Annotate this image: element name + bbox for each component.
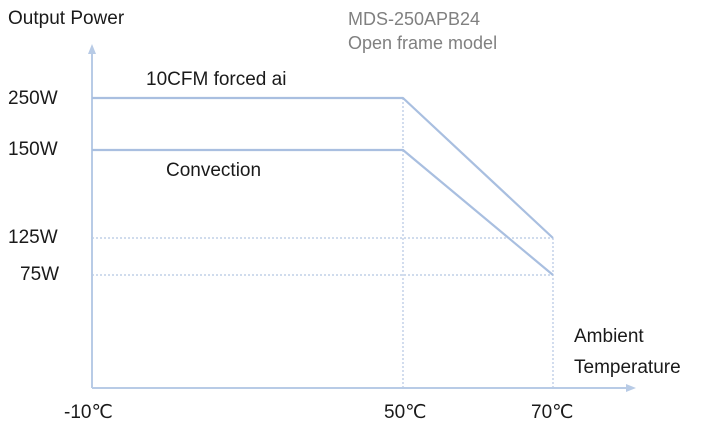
x-tick-label-50c: 50℃	[384, 402, 427, 423]
y-tick-label-150w: 150W	[8, 139, 58, 160]
series-label-convection: Convection	[166, 160, 262, 181]
y-tick-label-125w: 125W	[8, 227, 58, 248]
y-axis-arrow	[88, 44, 96, 54]
y-tick-label-75w: 75W	[20, 264, 60, 285]
y-axis-title: Output Power	[8, 8, 125, 29]
x-axis-arrow	[626, 384, 636, 392]
series-label-forced-air: 10CFM forced ai	[146, 69, 287, 90]
x-axis-title-line2: Temperature	[574, 357, 681, 378]
x-tick-label-70c: 70℃	[531, 402, 574, 423]
axes	[88, 44, 636, 392]
model-description: Open frame model	[348, 33, 498, 53]
grid-lines	[92, 98, 554, 388]
y-tick-label-250w: 250W	[8, 88, 58, 109]
x-tick-label-minus10c: -10℃	[64, 402, 113, 423]
x-axis-title-line1: Ambient	[574, 326, 644, 347]
series-lines	[92, 96, 554, 276]
series-line-forced-air	[92, 96, 554, 239]
model-name: MDS-250APB24	[348, 9, 481, 29]
series-line-convection	[92, 148, 554, 276]
